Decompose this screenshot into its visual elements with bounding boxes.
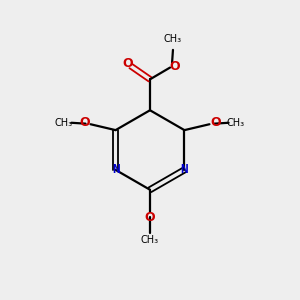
- Text: O: O: [79, 116, 90, 129]
- Text: CH₃: CH₃: [141, 235, 159, 244]
- Text: O: O: [170, 60, 180, 73]
- Text: O: O: [145, 211, 155, 224]
- Text: CH₃: CH₃: [227, 118, 245, 128]
- Text: CH₃: CH₃: [164, 34, 182, 44]
- Text: N: N: [181, 164, 188, 176]
- Text: CH₃: CH₃: [55, 118, 73, 128]
- Text: O: O: [210, 116, 221, 129]
- Text: N: N: [112, 164, 119, 176]
- Text: O: O: [122, 57, 133, 70]
